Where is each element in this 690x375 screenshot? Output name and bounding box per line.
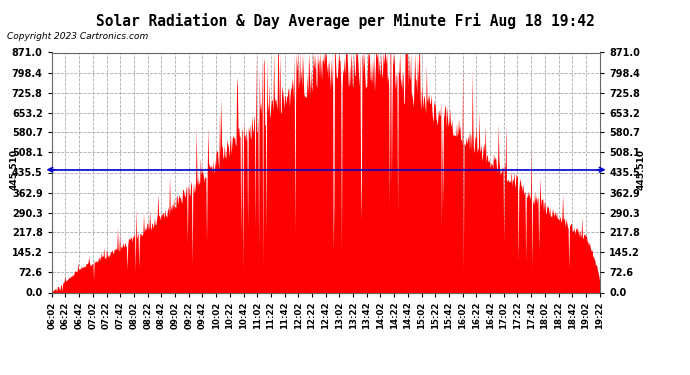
Text: 445.510: 445.510: [10, 149, 19, 190]
Text: 445.510: 445.510: [637, 149, 646, 190]
Text: Solar Radiation & Day Average per Minute Fri Aug 18 19:42: Solar Radiation & Day Average per Minute…: [96, 13, 594, 29]
Text: Copyright 2023 Cartronics.com: Copyright 2023 Cartronics.com: [7, 32, 148, 41]
